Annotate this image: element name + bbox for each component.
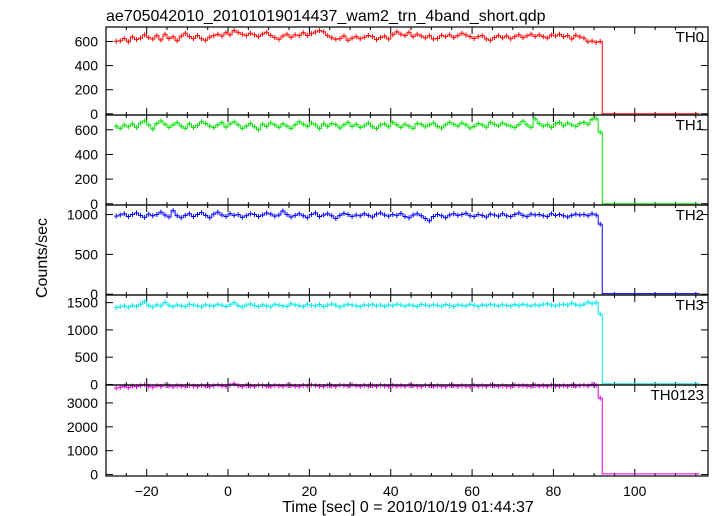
x-tick-label: 60 [464, 483, 480, 499]
y-tick-label: 1000 [67, 322, 98, 338]
panel-label: TH0 [676, 29, 704, 46]
y-tick-label: 3000 [67, 395, 98, 411]
y-tick-label: 0 [90, 106, 98, 122]
panel-label: TH2 [676, 207, 704, 224]
x-tick-label: 100 [623, 483, 647, 499]
y-tick-label: 0 [90, 286, 98, 302]
y-tick-label: 400 [75, 58, 99, 74]
y-tick-label: 500 [75, 246, 99, 262]
x-tick-label: 20 [302, 483, 318, 499]
y-tick-label: 600 [75, 122, 99, 138]
series-line-th0123 [114, 383, 700, 475]
y-tick-label: 2000 [67, 419, 98, 435]
series-line-th2 [114, 210, 700, 295]
x-axis-label: Time [sec] 0 = 2010/10/19 01:44:37 [282, 499, 534, 516]
series-line-th1 [114, 118, 700, 205]
y-tick-label: 200 [75, 171, 99, 187]
x-tick-label: 40 [383, 483, 399, 499]
x-tick-label: −20 [135, 483, 159, 499]
y-tick-label: 1000 [67, 443, 98, 459]
x-tick-label: 0 [224, 483, 232, 499]
series-line-th0 [114, 30, 700, 115]
chart-title: ae705042010_20101019014437_wam2_trn_4ban… [106, 8, 546, 25]
panel-label: TH1 [676, 117, 704, 134]
x-tick-label: 80 [546, 483, 562, 499]
panel-th0123: 0 1000 2000 3000 TH0123 −20 0 20 40 60 80 100 [67, 381, 709, 499]
panel-th1: 0 200 400 600 TH1 [75, 114, 709, 212]
series-line-th3 [114, 301, 700, 385]
panel-label: TH0123 [651, 387, 704, 404]
y-tick-label: 600 [75, 33, 99, 49]
panel-frame [105, 204, 709, 296]
panel-frame [105, 114, 709, 206]
panel-th2: 0 500 1000 TH2 [67, 204, 709, 302]
panel-label: TH3 [676, 297, 704, 314]
panel-th3: 0 500 1000 1500 TH3 [67, 294, 709, 392]
y-tick-label: 400 [75, 146, 99, 162]
y-axis-label: Counts/sec [34, 218, 51, 298]
y-tick-label: 1500 [67, 295, 98, 311]
y-tick-label: 1000 [67, 207, 98, 223]
panel-frame [105, 26, 709, 116]
panel-th0: 0 200 400 600 TH0 [75, 26, 709, 122]
y-tick-label: 500 [75, 349, 99, 365]
y-tick-label: 200 [75, 82, 99, 98]
y-tick-label: 0 [90, 196, 98, 212]
y-tick-label: 0 [90, 376, 98, 392]
panel-frame [105, 294, 709, 386]
y-tick-label: 0 [90, 467, 98, 483]
panel-frame [105, 384, 709, 477]
